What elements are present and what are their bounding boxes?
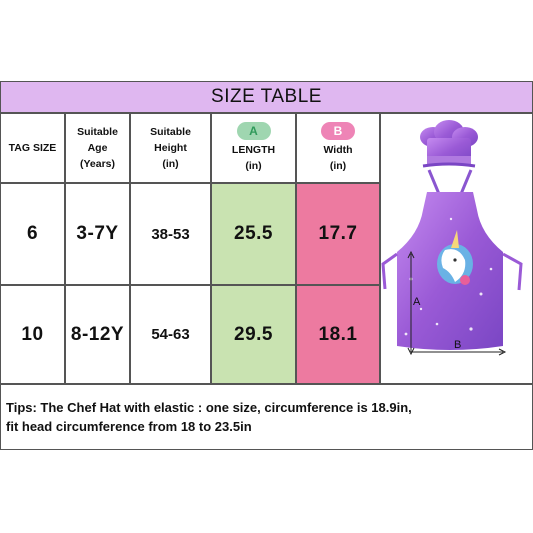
chef-hat-icon [420, 120, 478, 164]
tips-line-2: fit head circumference from 18 to 23.5in [6, 418, 252, 434]
header-tag-size: TAG SIZE [0, 113, 65, 183]
header-width-unit: (in) [329, 160, 347, 172]
row-2-height: 54-63 [130, 285, 211, 384]
header-height-label-1: Suitable [150, 125, 191, 138]
table-title: SIZE TABLE [0, 81, 533, 113]
header-age-label: Suitable Age [77, 125, 118, 154]
header-height-unit: (in) [162, 158, 179, 171]
header-suitable-height: Suitable Height (in) [130, 113, 211, 183]
header-tag-size-label: TAG SIZE [8, 141, 57, 154]
table-title-text: SIZE TABLE [211, 86, 322, 107]
header-width: B Width (in) [296, 113, 380, 183]
header-length: A LENGTH (in) [211, 113, 296, 183]
header-suitable-age: Suitable Age (Years) [65, 113, 130, 183]
row-2-width: 18.1 [296, 285, 380, 384]
header-length-label: LENGTH [231, 143, 276, 156]
diagram-label-b: B [454, 339, 461, 351]
row-2-tag: 10 [0, 285, 65, 384]
tips-box: Tips: The Chef Hat with elastic : one si… [0, 384, 533, 450]
neck-strap [422, 162, 476, 168]
row-1-age: 3-7Y [65, 183, 130, 285]
tips-line-1: Tips: The Chef Hat with elastic : one si… [6, 400, 412, 415]
header-height-label-2: Height [154, 141, 187, 154]
row-1-width: 17.7 [296, 183, 380, 285]
apron-illustration: A B [381, 120, 523, 356]
width-badge: B [321, 121, 355, 140]
apron-diagram-cell: A B [380, 113, 533, 384]
row-2-age: 8-12Y [65, 285, 130, 384]
header-width-label: Width [323, 143, 353, 156]
row-1-height: 38-53 [130, 183, 211, 285]
row-1-length: 25.5 [211, 183, 296, 285]
unicorn-icon [437, 230, 473, 285]
header-length-unit: (in) [245, 160, 262, 172]
header-age-unit: (Years) [79, 158, 116, 171]
length-badge: A [236, 121, 271, 140]
row-1-tag: 6 [0, 183, 65, 285]
diagram-label-a: A [413, 296, 421, 308]
row-2-length: 29.5 [211, 285, 296, 384]
